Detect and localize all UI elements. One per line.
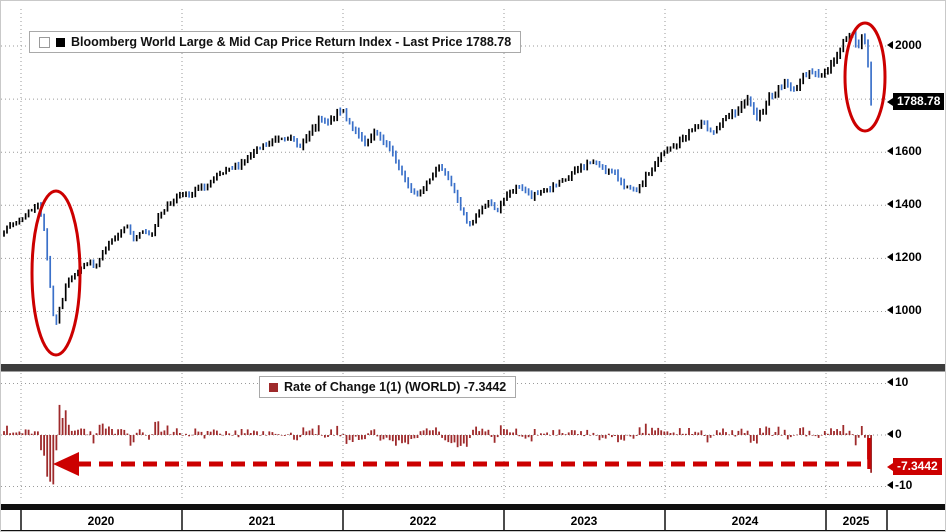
- x-axis-band: [1, 504, 945, 510]
- roc-badge-value: -7.3442: [893, 458, 942, 475]
- gridlines: [1, 9, 887, 501]
- crash-2020-ellipse: [30, 189, 82, 357]
- x-axis-bottom-band: [1, 530, 945, 531]
- last-price-badge: 1788.78: [887, 93, 945, 110]
- price-series-swatch-icon: [56, 37, 65, 47]
- price-ytick-2000: 2000: [887, 38, 922, 52]
- badge-tick-arrow-icon: [887, 462, 893, 471]
- legend-gadget-icon[interactable]: [39, 36, 50, 48]
- roc-legend[interactable]: Rate of Change 1(1) (WORLD) -7.3442: [259, 376, 517, 398]
- price-ytick-1600: 1600: [887, 144, 922, 158]
- price-ytick-1400: 1400: [887, 197, 922, 211]
- roc-ytick-10: 10: [887, 375, 908, 389]
- price-legend-label: Bloomberg World Large & Mid Cap Price Re…: [71, 35, 512, 49]
- year-label-2025: 2025: [842, 514, 870, 528]
- annotations: [30, 21, 887, 476]
- drop-2025-ellipse: [843, 21, 887, 133]
- generated-series: [1, 9, 887, 501]
- x-axis: [1, 504, 945, 531]
- year-label-2024: 2024: [731, 514, 759, 528]
- price-legend[interactable]: Bloomberg World Large & Mid Cap Price Re…: [29, 31, 522, 53]
- axis-tick-arrow-icon: [887, 481, 893, 489]
- year-label-2021: 2021: [248, 514, 276, 528]
- roc-series: [3, 404, 872, 485]
- badge-tick-arrow-icon: [887, 97, 893, 106]
- price-series: [3, 28, 872, 325]
- axis-tick-arrow-icon: [887, 253, 893, 261]
- axis-tick-arrow-icon: [887, 430, 893, 438]
- roc-ytick-0: 0: [887, 427, 902, 441]
- axis-tick-arrow-icon: [887, 378, 893, 386]
- axis-tick-arrow-icon: [887, 200, 893, 208]
- year-label-2023: 2023: [570, 514, 598, 528]
- roc-ytick-n10: -10: [887, 478, 912, 492]
- axis-tick-arrow-icon: [887, 306, 893, 314]
- roc-legend-label: Rate of Change 1(1) (WORLD) -7.3442: [284, 380, 507, 394]
- price-ytick-1000: 1000: [887, 303, 922, 317]
- price-ytick-1200: 1200: [887, 250, 922, 264]
- roc-arrow-head: [53, 452, 79, 476]
- last-price-badge-value: 1788.78: [893, 93, 945, 110]
- roc-series-swatch-icon: [269, 382, 278, 392]
- panel-separator[interactable]: [1, 364, 946, 372]
- axis-tick-arrow-icon: [887, 147, 893, 155]
- year-label-2022: 2022: [409, 514, 437, 528]
- year-label-2020: 2020: [87, 514, 115, 528]
- roc-last-value-badge: -7.3442: [887, 458, 942, 475]
- axis-tick-arrow-icon: [887, 41, 893, 49]
